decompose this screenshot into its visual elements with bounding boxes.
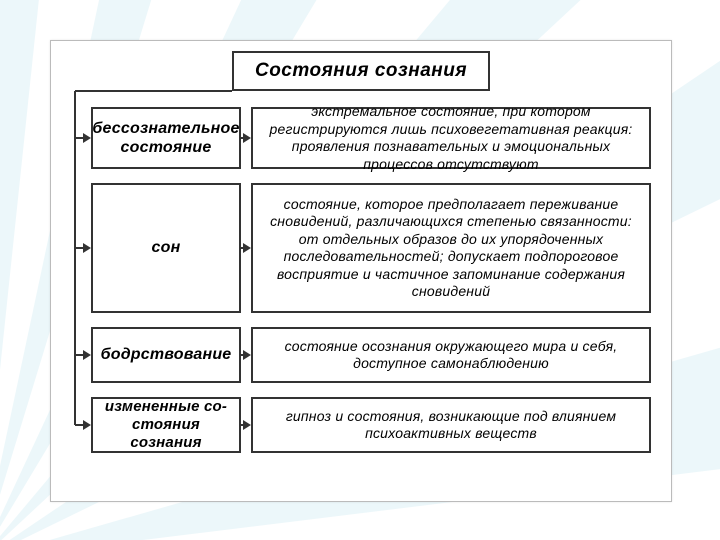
term-box-0: бессознательноесостояние (91, 107, 241, 169)
desc-box-3: гипноз и состояния, возникающие под влия… (251, 397, 651, 453)
desc-box-2: состояние осознания окружающего мира и с… (251, 327, 651, 383)
term-box-1: сон (91, 183, 241, 313)
title-box: Состояния сознания (232, 51, 490, 91)
term-box-2: бодрствование (91, 327, 241, 383)
term-box-3: измененные со-стояния сознания (91, 397, 241, 453)
desc-box-0: экстремальное состояние, при котором рег… (251, 107, 651, 169)
diagram-panel: Состояния сознания бессознательноесостоян… (50, 40, 672, 502)
desc-box-1: состояние, которое предполагает пережива… (251, 183, 651, 313)
